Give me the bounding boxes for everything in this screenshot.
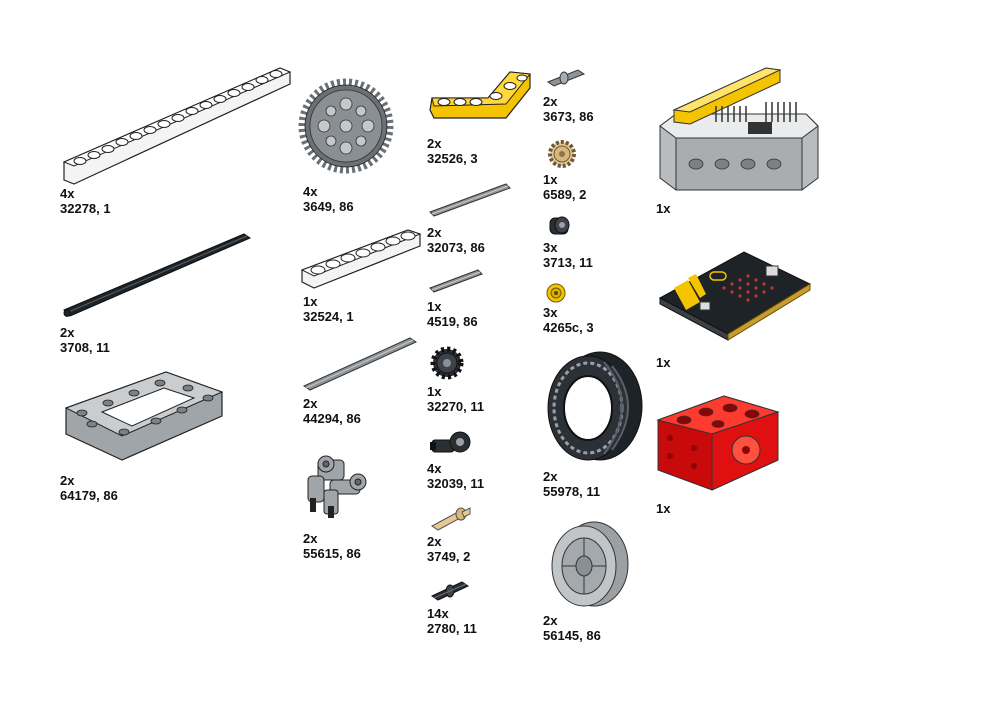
part-code: 4519, 86	[427, 314, 478, 329]
part-code: 32526, 3	[427, 151, 478, 166]
part-qty: 2x	[60, 473, 75, 488]
bush-icon	[549, 216, 570, 235]
technic-beam-15-icon	[62, 67, 292, 185]
part-qty: 2x	[303, 531, 318, 546]
friction-pin-icon	[430, 581, 470, 601]
part-label: 2x 44294, 86	[303, 396, 361, 426]
pin-connector-icon	[307, 455, 367, 518]
part-label: 2x 56145, 86	[543, 613, 601, 643]
l-beam-icon	[429, 71, 531, 119]
gear-12-icon	[430, 346, 464, 380]
part-qty: 1x	[303, 294, 318, 309]
part-code: 3649, 86	[303, 199, 354, 214]
part-qty: 1x	[656, 355, 671, 370]
axle-icon	[63, 233, 252, 317]
gear-40-icon	[298, 78, 394, 174]
part-code: 32039, 11	[427, 476, 485, 491]
part-label: 1x	[656, 355, 670, 370]
part-code: 32524, 1	[303, 309, 354, 324]
part-label: 1x 6589, 2	[543, 172, 586, 202]
part-qty: 1x	[656, 201, 671, 216]
part-code: 6589, 2	[543, 187, 587, 202]
axle-pin-icon	[431, 507, 471, 531]
part-qty: 1x	[543, 172, 558, 187]
part-qty: 3x	[543, 305, 558, 320]
part-label: 2x 55615, 86	[303, 531, 361, 561]
part-qty: 2x	[543, 94, 558, 109]
part-label: 2x 3749, 2	[427, 534, 470, 564]
part-qty: 2x	[303, 396, 318, 411]
pin-icon	[546, 69, 586, 87]
part-label: 2x 32526, 3	[427, 136, 478, 166]
part-label: 1x	[656, 201, 670, 216]
part-label: 1x 32270, 11	[427, 384, 484, 414]
part-qty: 3x	[543, 240, 558, 255]
microbit-icon	[658, 251, 812, 341]
part-code: 55615, 86	[303, 546, 361, 561]
tire-icon	[547, 351, 643, 461]
axle-icon	[302, 337, 418, 391]
part-qty: 2x	[543, 469, 558, 484]
half-bush-icon	[546, 283, 566, 303]
technic-beam-7-icon	[300, 229, 422, 289]
motor-icon	[656, 395, 780, 491]
technic-frame-icon	[64, 371, 224, 461]
part-qty: 2x	[427, 136, 442, 151]
part-code: 56145, 86	[543, 628, 601, 643]
part-code: 2780, 11	[427, 621, 477, 636]
part-label: 2x 64179, 86	[60, 473, 118, 503]
part-label: 4x 32278, 1	[60, 186, 111, 216]
part-label: 1x 4519, 86	[427, 299, 478, 329]
part-qty: 2x	[427, 225, 442, 240]
part-label: 4x 3649, 86	[303, 184, 354, 214]
axle-icon	[429, 269, 483, 293]
axle-icon	[429, 183, 511, 217]
bevel-gear-icon	[548, 140, 576, 168]
part-qty: 1x	[427, 384, 442, 399]
part-code: 44294, 86	[303, 411, 361, 426]
axle-connector-icon	[430, 431, 471, 453]
part-code: 55978, 11	[543, 484, 601, 499]
part-code: 32073, 86	[427, 240, 485, 255]
part-code: 3673, 86	[543, 109, 594, 124]
part-qty: 4x	[303, 184, 318, 199]
part-label: 3x 4265c, 3	[543, 305, 594, 335]
part-label: 2x 3673, 86	[543, 94, 594, 124]
part-code: 64179, 86	[60, 488, 118, 503]
rim-icon	[551, 521, 629, 607]
part-label: 2x 3708, 11	[60, 325, 110, 355]
part-qty: 2x	[60, 325, 75, 340]
part-label: 3x 3713, 11	[543, 240, 593, 270]
part-code: 32278, 1	[60, 201, 111, 216]
part-qty: 14x	[427, 606, 449, 621]
part-qty: 1x	[656, 501, 671, 516]
part-qty: 1x	[427, 299, 442, 314]
part-qty: 2x	[427, 534, 442, 549]
part-label: 1x 32524, 1	[303, 294, 354, 324]
part-code: 3708, 11	[60, 340, 110, 355]
part-label: 1x	[656, 501, 670, 516]
part-qty: 2x	[543, 613, 558, 628]
part-label: 4x 32039, 11	[427, 461, 484, 491]
part-code: 32270, 11	[427, 399, 485, 414]
part-qty: 4x	[60, 186, 75, 201]
part-label: 14x 2780, 11	[427, 606, 477, 636]
part-label: 2x 32073, 86	[427, 225, 485, 255]
part-code: 3713, 11	[543, 255, 593, 270]
part-qty: 4x	[427, 461, 442, 476]
part-label: 2x 55978, 11	[543, 469, 600, 499]
part-code: 3749, 2	[427, 549, 471, 564]
expansion-board-icon	[659, 67, 819, 191]
part-code: 4265c, 3	[543, 320, 594, 335]
